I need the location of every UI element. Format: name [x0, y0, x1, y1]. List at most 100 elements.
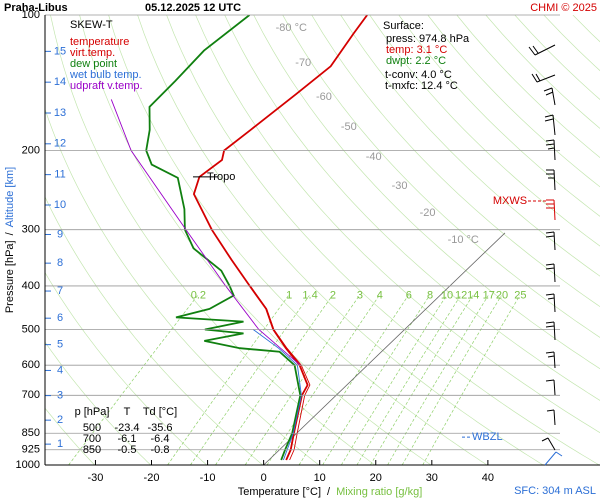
x-tick-label: -20 [144, 472, 160, 484]
surface-line: t-conv: 4.0 °C [385, 69, 452, 81]
altitude-tick-label: 1 [57, 438, 63, 450]
mixing-ratio-line [244, 295, 360, 465]
mixing-ratio-line [387, 295, 489, 465]
wind-barb [544, 114, 556, 136]
mixing-ratio-label: 12 [455, 289, 467, 301]
mixing-ratio-label: 20 [496, 289, 508, 301]
x-tick-label: 0 [261, 472, 267, 484]
wind-barb [545, 293, 556, 313]
profile-line [192, 15, 368, 461]
wind-barb [545, 263, 556, 283]
wind-barbs [528, 44, 563, 466]
isotherm-zero [263, 232, 506, 465]
wind-barb [546, 169, 556, 191]
annotation-label: Tropo [207, 171, 235, 183]
wind-barb [546, 409, 556, 426]
table-header: Td [°C] [143, 406, 177, 418]
mixing-ratio-line [401, 295, 502, 465]
mixing-ratio-line [190, 295, 310, 465]
wind-barb [545, 321, 556, 341]
isotherm-label: -40 [366, 151, 382, 163]
foreground: 0.2 1 1.4 2 3 4 6 8 10 12 14 17 20 251002003004005006… [4, 2, 600, 498]
x-tick-label: -30 [88, 472, 104, 484]
wind-barb [541, 437, 556, 451]
y-tick-label: 1000 [16, 459, 40, 471]
mixing-ratio-label: 8 [427, 289, 433, 301]
mixing-ratio-line [356, 295, 461, 465]
table-cell: -35.6 [147, 422, 172, 434]
mixing-ratio-label: 17 [483, 289, 495, 301]
surface-line: temp: 3.1 °C [386, 44, 447, 56]
surface-heading: Surface: [383, 20, 424, 32]
wind-barb [546, 199, 556, 221]
wind-barb [545, 379, 556, 396]
annotation-label: WBZL [472, 431, 503, 443]
dry-adiabat [195, 15, 600, 434]
altitude-tick-label: 10 [54, 199, 66, 211]
altitude-tick-label: 6 [57, 312, 63, 324]
y-tick-label: 400 [22, 280, 40, 292]
table-cell: -6.1 [118, 433, 137, 445]
table-cell: -0.5 [118, 444, 137, 456]
legend-heading: SKEW-T [70, 19, 113, 31]
mixing-ratio-label: 10 [441, 289, 453, 301]
x-tick-label: -10 [200, 472, 216, 484]
isotherm-label: -30 [392, 180, 408, 192]
y-tick-label: 850 [22, 427, 40, 439]
y-tick-label: 100 [22, 9, 40, 21]
surface-line: press: 974.8 hPa [386, 33, 470, 45]
y-axis-label-part: Pressure [hPa] [4, 240, 16, 313]
credit: CHMI © 2025 [530, 2, 597, 14]
dry-adiabat [224, 15, 600, 401]
altitude-tick-label: 5 [57, 339, 63, 351]
table-header: p [hPa] [75, 406, 110, 418]
altitude-tick-label: 11 [54, 169, 65, 181]
y-tick-label: 300 [22, 224, 40, 236]
dry-adiabat [253, 15, 600, 370]
mixing-ratio-label: 1.4 [302, 289, 317, 301]
mixing-ratio-label: 25 [514, 289, 526, 301]
isotherm-label: -50 [341, 121, 357, 133]
table-cell: 850 [83, 444, 101, 456]
x-tick-label: 40 [482, 472, 494, 484]
wind-barb [545, 351, 556, 369]
background-lines [45, 15, 600, 465]
isotherm-label: -60 [316, 91, 332, 103]
altitude-tick-label: 12 [54, 138, 66, 150]
legend-entry: udpraft v.temp. [70, 80, 143, 92]
mixing-ratio-label: 6 [406, 289, 412, 301]
isotherm-label: -70 [295, 57, 311, 69]
table-cell: 700 [83, 433, 101, 445]
x-axis-label: Temperature [°C] / Mixing ratio [g/kg] [238, 486, 423, 498]
x-axis-label-part: Mixing ratio [g/kg] [336, 486, 422, 498]
legend-entry: temperature [70, 36, 129, 48]
dry-adiabat [369, 15, 600, 247]
profile-line [145, 15, 302, 461]
profile-line [110, 99, 301, 366]
altitude-tick-label: 7 [57, 285, 63, 297]
x-tick-label: 20 [370, 472, 382, 484]
y-tick-label: 600 [22, 359, 40, 371]
altitude-tick-label: 15 [54, 45, 66, 57]
chart-title: Praha-Libus [4, 2, 68, 14]
altitude-tick-label: 14 [54, 76, 66, 88]
legend-entry: dew point [70, 58, 117, 70]
mixing-ratio-label: 3 [357, 289, 363, 301]
dry-adiabat [340, 15, 600, 277]
y-axis-label: Pressure [hPa] / Altitude [km] [4, 167, 16, 313]
surface-line: dwpt: 2.2 °C [386, 55, 446, 67]
wind-barb [544, 451, 563, 466]
wind-barb [545, 139, 556, 161]
x-axis-label-part: Temperature [°C] [238, 486, 321, 498]
table-cell: -6.4 [151, 433, 170, 445]
isotherm-label: -20 [420, 207, 436, 219]
altitude-tick-label: 8 [57, 257, 63, 269]
legend-entry: wet bulb temp. [69, 69, 142, 81]
mixing-ratio-line [167, 295, 289, 465]
wind-barb [543, 87, 556, 106]
x-tick-label: 10 [314, 472, 326, 484]
mixing-ratio-line [68, 295, 198, 465]
isotherm-label: -10 °C [448, 234, 479, 246]
